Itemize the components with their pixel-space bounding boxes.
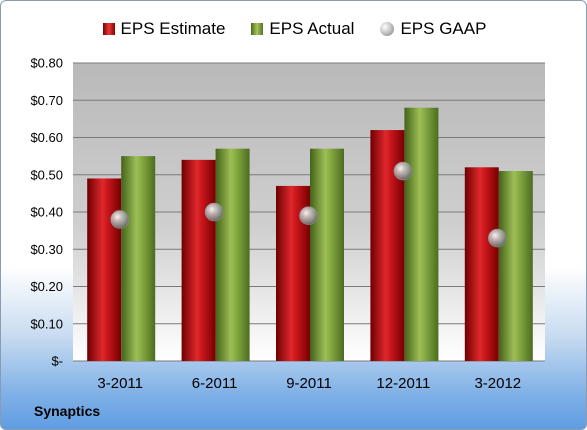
legend-label-eps-gaap: EPS GAAP: [400, 19, 487, 38]
bar-eps-estimate: [87, 178, 122, 361]
y-tick-label: $0.10: [30, 316, 63, 331]
bar-eps-actual: [310, 148, 344, 361]
legend-marker-eps-gaap: [380, 22, 395, 36]
bar-eps-estimate: [181, 159, 216, 361]
legend-item-eps-gaap: EPS GAAP: [380, 19, 486, 39]
marker-eps-gaap: [110, 210, 129, 229]
bar-eps-actual: [404, 107, 439, 361]
y-tick-label: $0.30: [30, 242, 63, 257]
y-tick-label: $0.80: [30, 56, 63, 71]
x-tick-label: 6-2011: [192, 375, 238, 392]
legend-label-eps-estimate: EPS Estimate: [120, 19, 226, 38]
y-tick-label: $0.70: [30, 93, 63, 108]
company-name: Synaptics: [34, 403, 101, 419]
bars: [87, 107, 533, 361]
y-tick-label: $0.50: [30, 167, 63, 182]
y-tick-label: $0.60: [30, 130, 63, 145]
y-axis-ticks: $- $0.10 $0.20 $0.30 $0.40 $0.50 $0.60 $0.70 $0.…: [30, 56, 63, 369]
y-tick-label: $-: [51, 354, 63, 369]
x-tick-label: 3-2011: [97, 375, 143, 392]
x-axis-labels: 3-2011 6-2011 9-2011 12-2011 3-2012: [97, 375, 521, 392]
marker-eps-gaap: [487, 228, 507, 248]
x-tick-label: 12-2011: [376, 375, 430, 392]
legend-swatch-eps-estimate: [102, 23, 115, 35]
legend-swatch-eps-actual: [251, 23, 264, 35]
legend-item-eps-estimate: EPS Estimate: [102, 19, 226, 39]
bar-eps-actual: [215, 148, 250, 361]
marker-eps-gaap: [299, 206, 318, 226]
gaap-markers: [110, 161, 507, 248]
x-tick-label: 9-2011: [286, 375, 332, 392]
bar-eps-estimate: [464, 167, 499, 361]
legend: EPS Estimate EPS Actual EPS GAAP: [1, 16, 586, 42]
x-tick-label: 3-2012: [474, 375, 521, 392]
bar-eps-actual: [121, 156, 156, 361]
y-tick-label: $0.20: [30, 279, 63, 294]
legend-item-eps-actual: EPS Actual: [251, 19, 354, 39]
marker-eps-gaap: [204, 202, 224, 222]
y-tick-label: $0.40: [30, 205, 63, 220]
bar-eps-actual: [498, 171, 533, 361]
marker-eps-gaap: [393, 161, 413, 181]
legend-label-eps-actual: EPS Actual: [269, 19, 355, 38]
